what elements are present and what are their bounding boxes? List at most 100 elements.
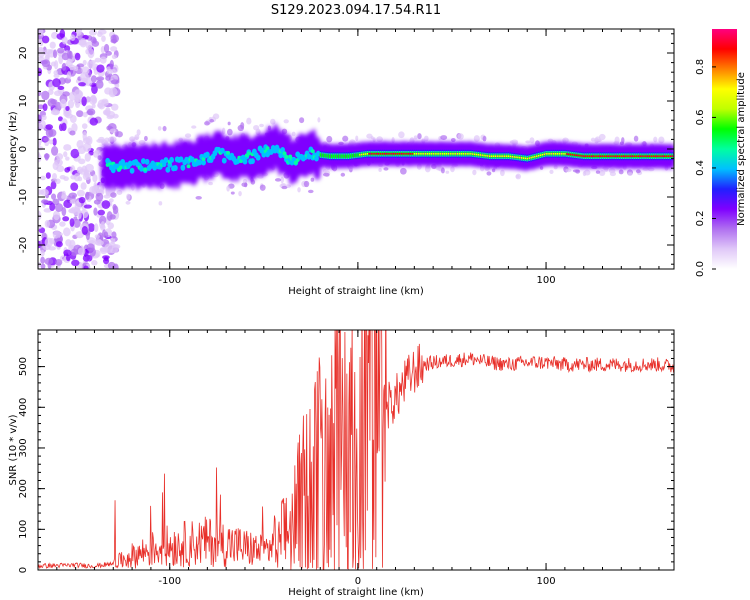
band-blob [143,167,148,172]
halo-speckle [259,184,266,191]
snr-x-tick-label: 0 [355,576,361,587]
band-slice [330,154,333,158]
snr-panel: -100 0 100 0 100 200 300 400 500 Height of straig… [8,329,675,598]
band-blob [250,158,255,165]
colorbar-fill [712,29,737,269]
halo-speckle [482,135,487,142]
band-peak [615,155,617,157]
noise-speckle [89,117,99,126]
band-peak [594,155,596,157]
band-peak [588,155,591,157]
noise-speckle [73,89,83,99]
band-peak [635,155,638,157]
band-peak [398,153,401,155]
band-peak [650,155,653,157]
noise-speckle [44,257,54,266]
noise-speckle [40,256,45,264]
halo-speckle [299,117,305,124]
band-peak [457,153,459,155]
halo-speckle [370,136,374,140]
band-blob [189,156,195,163]
band-slice [323,153,325,158]
snr-x-tick-label: 100 [537,576,556,587]
noise-speckle [40,188,49,196]
colorbar-label: Normalized spectral amplitude [736,72,747,226]
halo-speckle [303,180,310,188]
band-blob [120,158,126,165]
halo-speckle [238,190,242,197]
band-peak [551,153,553,155]
band-peak [537,154,540,157]
snr-frame [37,329,675,571]
band-peak [511,155,513,158]
band-peak [389,153,391,155]
band-blob [242,158,248,165]
band-peak [400,153,402,155]
noise-speckle [78,82,86,87]
noise-speckle [41,114,47,121]
noise-speckle [61,122,67,132]
halo-speckle [549,169,554,174]
halo-speckle [157,126,162,131]
band-peak [483,154,485,157]
halo-speckle [450,137,456,143]
spectrogram-y-tick-label: 10 [18,95,29,108]
noise-speckle [76,189,85,197]
band-blob [282,151,287,156]
noise-speckle [64,167,70,173]
snr-y-axis-label: SNR (10 * v/v) [8,414,19,485]
band-peak [472,153,474,155]
band-slice [349,154,352,158]
band-peak [368,153,370,155]
band-peak [458,153,461,155]
band-peak [573,154,576,156]
band-peak [620,155,623,157]
band-peak [598,155,600,157]
noise-speckle [103,43,110,53]
band-peak [475,153,478,156]
band-slice [327,154,329,158]
noise-speckle [52,210,61,221]
noise-speckle [40,199,49,204]
halo-speckle [270,118,276,125]
colorbar-tick-label: 0.8 [695,59,706,75]
band-peak [568,153,570,156]
noise-speckle [73,218,81,228]
band-peak [485,154,487,157]
noise-speckle [92,174,98,183]
halo-speckle [144,135,148,141]
noise-speckle [97,155,102,161]
band-peak [466,153,468,155]
noise-speckle [85,191,90,200]
band-peak [498,155,500,157]
band-peak [406,153,408,155]
band-peak [583,155,585,157]
noise-speckle [76,110,84,118]
band-peak [624,155,626,157]
band-peak [361,153,363,156]
noise-speckle [108,87,118,96]
band-peak [590,155,593,157]
band-peak [376,153,378,155]
noise-speckle [103,231,109,239]
band-peak [453,153,455,155]
noise-speckle [103,256,109,262]
band-peak [411,153,414,155]
spectrogram-y-tick-label: -10 [18,189,29,205]
band-peak [647,155,649,157]
band-peak [372,153,374,155]
band-peak [648,155,651,157]
band-peak [656,155,658,157]
noise-speckle [49,41,56,49]
band-peak [639,155,641,157]
halo-speckle [317,117,321,123]
band-peak [383,153,386,155]
halo-speckle [110,192,117,198]
noise-speckle [74,52,81,61]
halo-speckle [208,181,213,186]
noise-speckle [70,34,76,41]
noise-speckle [110,38,118,44]
noise-speckle [59,29,66,39]
band-peak [409,153,412,155]
noise-speckle [103,194,111,199]
